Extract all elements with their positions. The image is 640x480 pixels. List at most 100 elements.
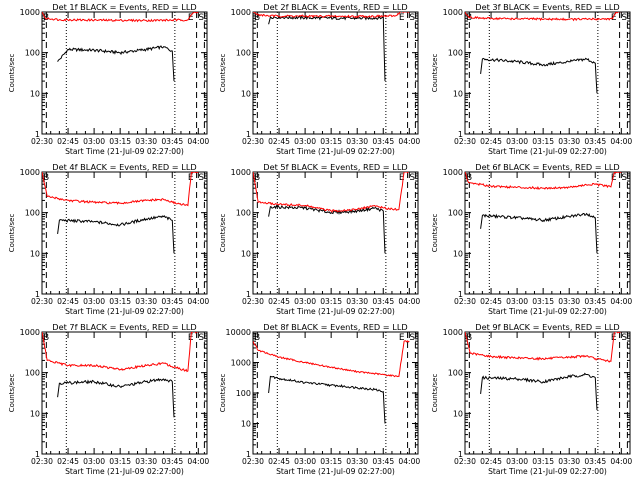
x-tick-label: 03:00 — [83, 457, 105, 466]
x-tick-label: 03:30 — [135, 297, 157, 306]
x-tick-label: 04:00 — [398, 297, 420, 306]
x-tick-label: 02:45 — [57, 457, 79, 466]
x-tick-label: 03:15 — [320, 137, 342, 146]
y-tick-label: 1 — [35, 450, 40, 459]
x-tick-label: 03:45 — [372, 297, 394, 306]
panel-title: Det 2f BLACK = Events, RED = LLD — [263, 2, 407, 12]
y-axis-label: Counts/sec — [219, 54, 227, 93]
lld-series-line — [465, 332, 622, 363]
y-tick-label: 100 — [236, 389, 251, 398]
y-tick-label: 100 — [448, 49, 463, 58]
panel-title: Det 1f BLACK = Events, RED = LLD — [52, 2, 196, 12]
panel-det-1: Det 1f BLACK = Events, RED = LLD 1 10 100 10… — [8, 2, 209, 156]
marker-label-s: S — [409, 333, 415, 343]
panel-det-4: Det 4f BLACK = Events, RED = LLD 1 10 100 10… — [8, 162, 209, 316]
x-tick-label: 03:30 — [135, 137, 157, 146]
x-axis-label: Start Time (21-Jul-09 02:27:00) — [276, 307, 395, 316]
y-tick-label: 1000 — [443, 328, 463, 337]
lld-series-line — [253, 12, 410, 19]
x-axis-label: Start Time (21-Jul-09 02:27:00) — [276, 467, 395, 476]
events-series-line — [57, 45, 175, 82]
marker-label-e: E — [399, 173, 405, 183]
x-tick-label: 02:30 — [242, 457, 264, 466]
marker-label-e: E — [399, 13, 405, 23]
x-tick-label: 02:45 — [480, 457, 502, 466]
x-tick-label: 03:30 — [135, 457, 157, 466]
y-axis-label: Counts/sec — [219, 374, 227, 413]
x-tick-label: 02:45 — [57, 297, 79, 306]
axes-frame — [41, 331, 208, 455]
events-series-line — [480, 57, 598, 94]
y-tick-label: 1 — [35, 130, 40, 139]
y-tick-label: 1 — [458, 130, 463, 139]
y-axis-label: Counts/sec — [431, 214, 439, 253]
lld-series-line — [465, 12, 622, 22]
events-series-line — [268, 204, 386, 254]
x-tick-label: 04:00 — [398, 137, 420, 146]
x-tick-label: 02:45 — [268, 297, 290, 306]
x-tick-label: 03:45 — [584, 457, 606, 466]
x-tick-label: 02:45 — [268, 457, 290, 466]
marker-label-s: S — [621, 333, 627, 343]
y-tick-label: 10 — [453, 409, 463, 418]
panel-title: Det 6f BLACK = Events, RED = LLD — [475, 162, 619, 172]
y-axis-label: Counts/sec — [8, 374, 16, 413]
x-tick-label: 03:15 — [320, 457, 342, 466]
y-axis-label: Counts/sec — [8, 214, 16, 253]
y-tick-label: 10 — [453, 89, 463, 98]
y-tick-label: 1 — [458, 450, 463, 459]
x-tick-label: 03:00 — [294, 137, 316, 146]
marker-label-b: B — [43, 13, 49, 23]
x-tick-label: 03:15 — [532, 137, 554, 146]
panel-title: Det 4f BLACK = Events, RED = LLD — [52, 162, 196, 172]
x-tick-label: 02:30 — [31, 137, 53, 146]
x-tick-label: 04:00 — [187, 457, 209, 466]
x-tick-label: 03:30 — [558, 137, 580, 146]
axes-frame — [252, 171, 419, 295]
y-tick-label: 100 — [236, 209, 251, 218]
axes-frame — [464, 11, 631, 135]
y-tick-label: 10 — [30, 89, 40, 98]
lld-series-line — [465, 172, 622, 190]
x-axis-label: Start Time (21-Jul-09 02:27:00) — [65, 147, 184, 156]
x-tick-label: 03:45 — [372, 457, 394, 466]
marker-label-b: B — [43, 173, 49, 183]
marker-label-b: B — [43, 333, 49, 343]
x-tick-label: 03:45 — [161, 297, 183, 306]
y-tick-label: 1 — [246, 290, 251, 299]
events-series-line — [57, 377, 175, 418]
lld-series-line — [42, 12, 199, 23]
panel-det-6: Det 6f BLACK = Events, RED = LLD 1 10 100 10… — [431, 162, 632, 316]
x-tick-label: 02:30 — [454, 297, 476, 306]
y-tick-label: 1 — [246, 450, 251, 459]
y-tick-label: 100 — [236, 49, 251, 58]
x-tick-label: 03:00 — [506, 297, 528, 306]
x-tick-label: 03:00 — [83, 137, 105, 146]
x-tick-label: 03:15 — [532, 297, 554, 306]
y-tick-label: 1000 — [231, 168, 251, 177]
panel-det-8: Det 8f BLACK = Events, RED = LLD 1 10 100 10… — [219, 322, 420, 476]
y-tick-label: 1000 — [443, 168, 463, 177]
marker-label-b: B — [254, 333, 260, 343]
x-tick-label: 03:00 — [294, 297, 316, 306]
events-series-line — [268, 375, 386, 424]
y-tick-label: 10 — [241, 249, 251, 258]
y-tick-label: 1000 — [231, 359, 251, 368]
events-series-line — [268, 14, 386, 82]
marker-label-s: S — [198, 333, 204, 343]
marker-label-s: S — [198, 173, 204, 183]
x-tick-label: 03:15 — [109, 297, 131, 306]
marker-label-e: E — [611, 173, 617, 183]
x-tick-label: 03:30 — [558, 297, 580, 306]
events-series-line — [480, 212, 598, 254]
x-tick-label: 04:00 — [187, 297, 209, 306]
y-tick-label: 1000 — [231, 8, 251, 17]
y-tick-label: 10000 — [226, 328, 251, 337]
lld-series-line — [253, 340, 410, 378]
lld-series-line — [42, 332, 199, 373]
panel-title: Det 8f BLACK = Events, RED = LLD — [263, 322, 407, 332]
x-tick-label: 03:15 — [532, 457, 554, 466]
panel-det-7: Det 7f BLACK = Events, RED = LLD 1 10 100 10… — [8, 322, 209, 476]
marker-label-e: E — [611, 13, 617, 23]
x-tick-label: 02:45 — [268, 137, 290, 146]
